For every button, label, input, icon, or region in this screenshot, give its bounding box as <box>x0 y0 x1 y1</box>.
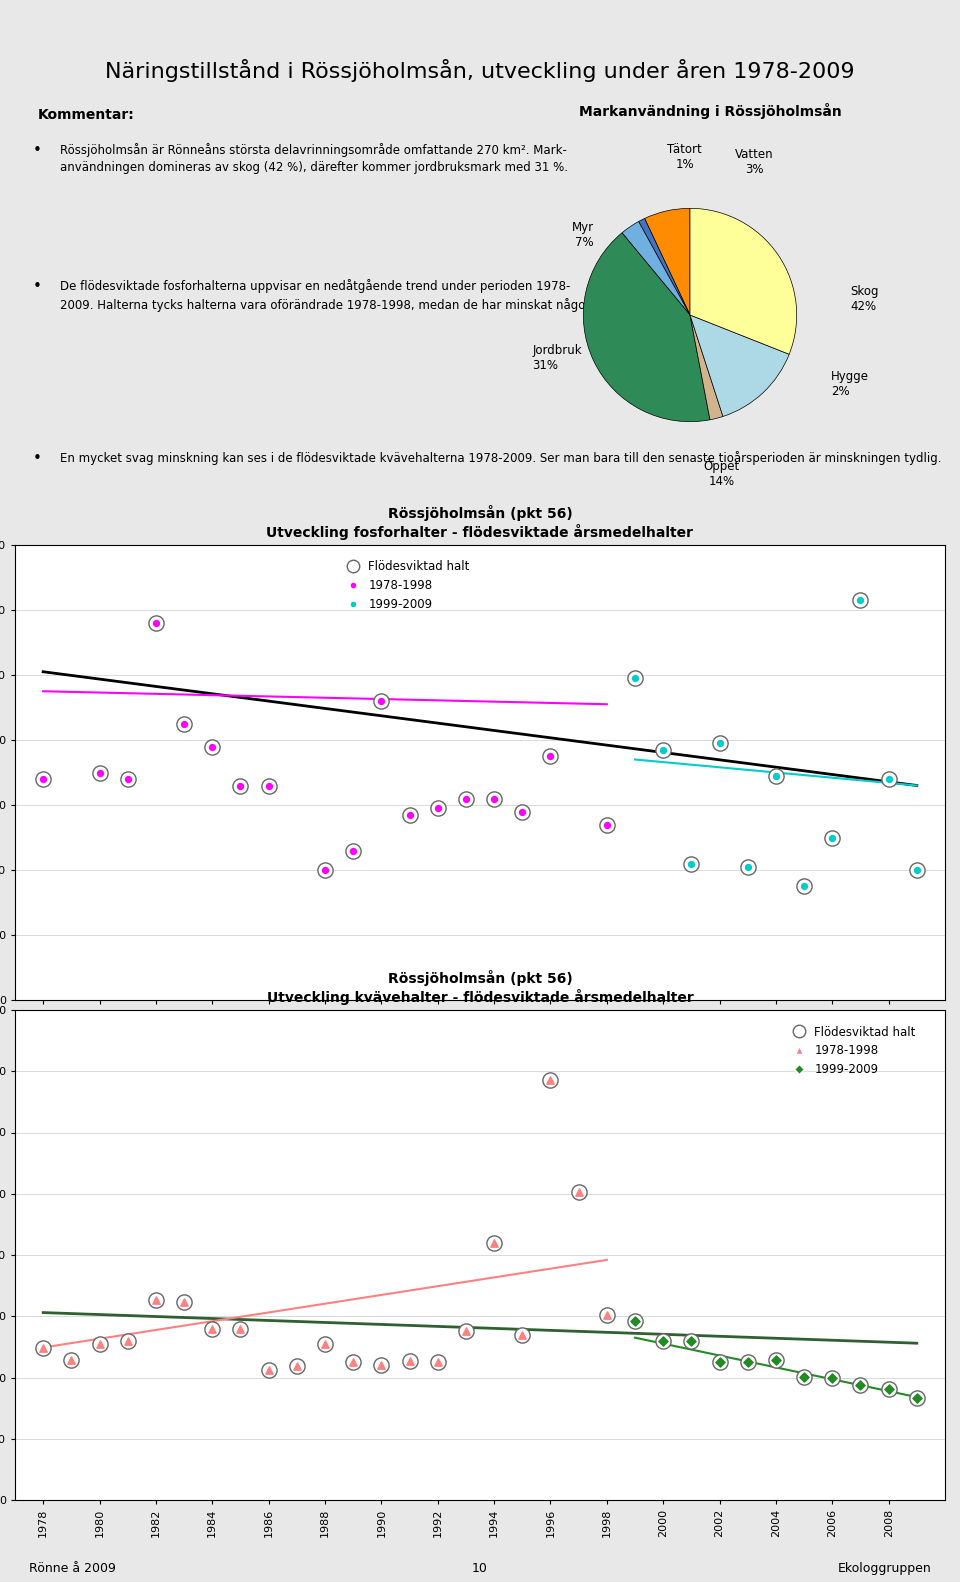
Point <box>373 1353 389 1378</box>
Text: De flödesviktade fosforhalterna uppvisar en nedåtgående trend under perioden 197: De flödesviktade fosforhalterna uppvisar… <box>60 278 760 312</box>
Text: 10: 10 <box>472 1561 488 1576</box>
Text: •: • <box>34 142 42 158</box>
Point <box>852 587 868 612</box>
Point <box>656 1329 671 1354</box>
Wedge shape <box>690 209 797 354</box>
Point <box>430 796 445 821</box>
Point <box>120 766 135 791</box>
Text: •: • <box>34 451 42 465</box>
Point <box>148 611 163 636</box>
Point <box>261 774 276 799</box>
Legend: Flödesviktad halt, 1978-1998, 1999-2009: Flödesviktad halt, 1978-1998, 1999-2009 <box>782 1020 921 1081</box>
Wedge shape <box>644 209 690 315</box>
Point <box>318 1332 333 1357</box>
Point <box>92 759 108 785</box>
Point <box>204 1316 220 1342</box>
Point <box>36 766 51 791</box>
Point <box>402 802 418 827</box>
Point <box>881 766 897 791</box>
Point <box>120 1329 135 1354</box>
Point <box>36 766 51 791</box>
Point <box>740 1349 756 1375</box>
Point <box>177 710 192 736</box>
Point <box>232 1316 248 1342</box>
Point <box>120 766 135 791</box>
Text: Tätort
1%: Tätort 1% <box>667 142 702 171</box>
Point <box>204 1316 220 1342</box>
Text: Hygge
2%: Hygge 2% <box>830 370 869 399</box>
Point <box>92 1332 108 1357</box>
Point <box>318 857 333 883</box>
Point <box>684 1329 699 1354</box>
Point <box>515 799 530 824</box>
Point <box>797 873 812 899</box>
Point <box>797 1364 812 1389</box>
Point <box>402 1348 418 1373</box>
Point <box>542 744 558 769</box>
Point <box>768 763 783 788</box>
Point <box>261 1357 276 1383</box>
Point <box>740 854 756 880</box>
Point <box>318 1332 333 1357</box>
Text: Rössjöholmsån är Rönneåns största delavrinningsområde omfattande 270 km². Mark-
: Rössjöholmsån är Rönneåns största delavr… <box>60 142 568 174</box>
Point <box>36 1335 51 1361</box>
Wedge shape <box>690 315 723 419</box>
Point <box>373 688 389 713</box>
Point <box>852 587 868 612</box>
Point <box>825 824 840 850</box>
Text: Vatten
3%: Vatten 3% <box>734 149 774 176</box>
Point <box>852 1373 868 1398</box>
Wedge shape <box>690 315 789 416</box>
Text: •: • <box>34 278 42 294</box>
Text: Näringstillstånd i Rössjöholmsån, utveckling under åren 1978-2009: Näringstillstånd i Rössjöholmsån, utveck… <box>106 59 854 82</box>
Legend: Flödesviktad halt, 1978-1998, 1999-2009: Flödesviktad halt, 1978-1998, 1999-2009 <box>337 555 474 615</box>
Point <box>458 786 473 812</box>
Text: Myr
7%: Myr 7% <box>572 221 594 248</box>
Point <box>740 854 756 880</box>
Point <box>515 1323 530 1348</box>
Point <box>92 759 108 785</box>
Point <box>627 666 642 691</box>
Point <box>599 1302 614 1327</box>
Point <box>712 731 728 756</box>
Point <box>63 1348 79 1373</box>
Point <box>261 1357 276 1383</box>
Point <box>768 1348 783 1373</box>
Point <box>36 1335 51 1361</box>
Point <box>458 786 473 812</box>
Point <box>487 786 502 812</box>
Wedge shape <box>584 233 710 422</box>
Point <box>430 796 445 821</box>
Point <box>177 1289 192 1315</box>
Text: Jordbruk
31%: Jordbruk 31% <box>532 343 582 372</box>
Point <box>656 737 671 763</box>
Point <box>402 1348 418 1373</box>
Point <box>599 1302 614 1327</box>
Point <box>430 1349 445 1375</box>
Point <box>881 1376 897 1402</box>
Point <box>712 1349 728 1375</box>
Point <box>909 1386 924 1411</box>
Point <box>177 710 192 736</box>
Point <box>232 1316 248 1342</box>
Point <box>909 857 924 883</box>
Point <box>571 1179 587 1204</box>
Point <box>148 1288 163 1313</box>
Point <box>487 1231 502 1256</box>
Point <box>909 857 924 883</box>
Point <box>881 1376 897 1402</box>
Point <box>627 1308 642 1334</box>
Point <box>797 873 812 899</box>
Point <box>346 1349 361 1375</box>
Point <box>542 744 558 769</box>
Point <box>712 731 728 756</box>
Point <box>684 1329 699 1354</box>
Title: Rössjöholmsån (pkt 56)
Utveckling fosforhalter - flödesviktade årsmedelhalter: Rössjöholmsån (pkt 56) Utveckling fosfor… <box>267 505 693 539</box>
Point <box>656 1329 671 1354</box>
Point <box>656 737 671 763</box>
Point <box>346 1349 361 1375</box>
Point <box>63 1348 79 1373</box>
Point <box>571 1179 587 1204</box>
Wedge shape <box>638 218 690 315</box>
Point <box>232 774 248 799</box>
